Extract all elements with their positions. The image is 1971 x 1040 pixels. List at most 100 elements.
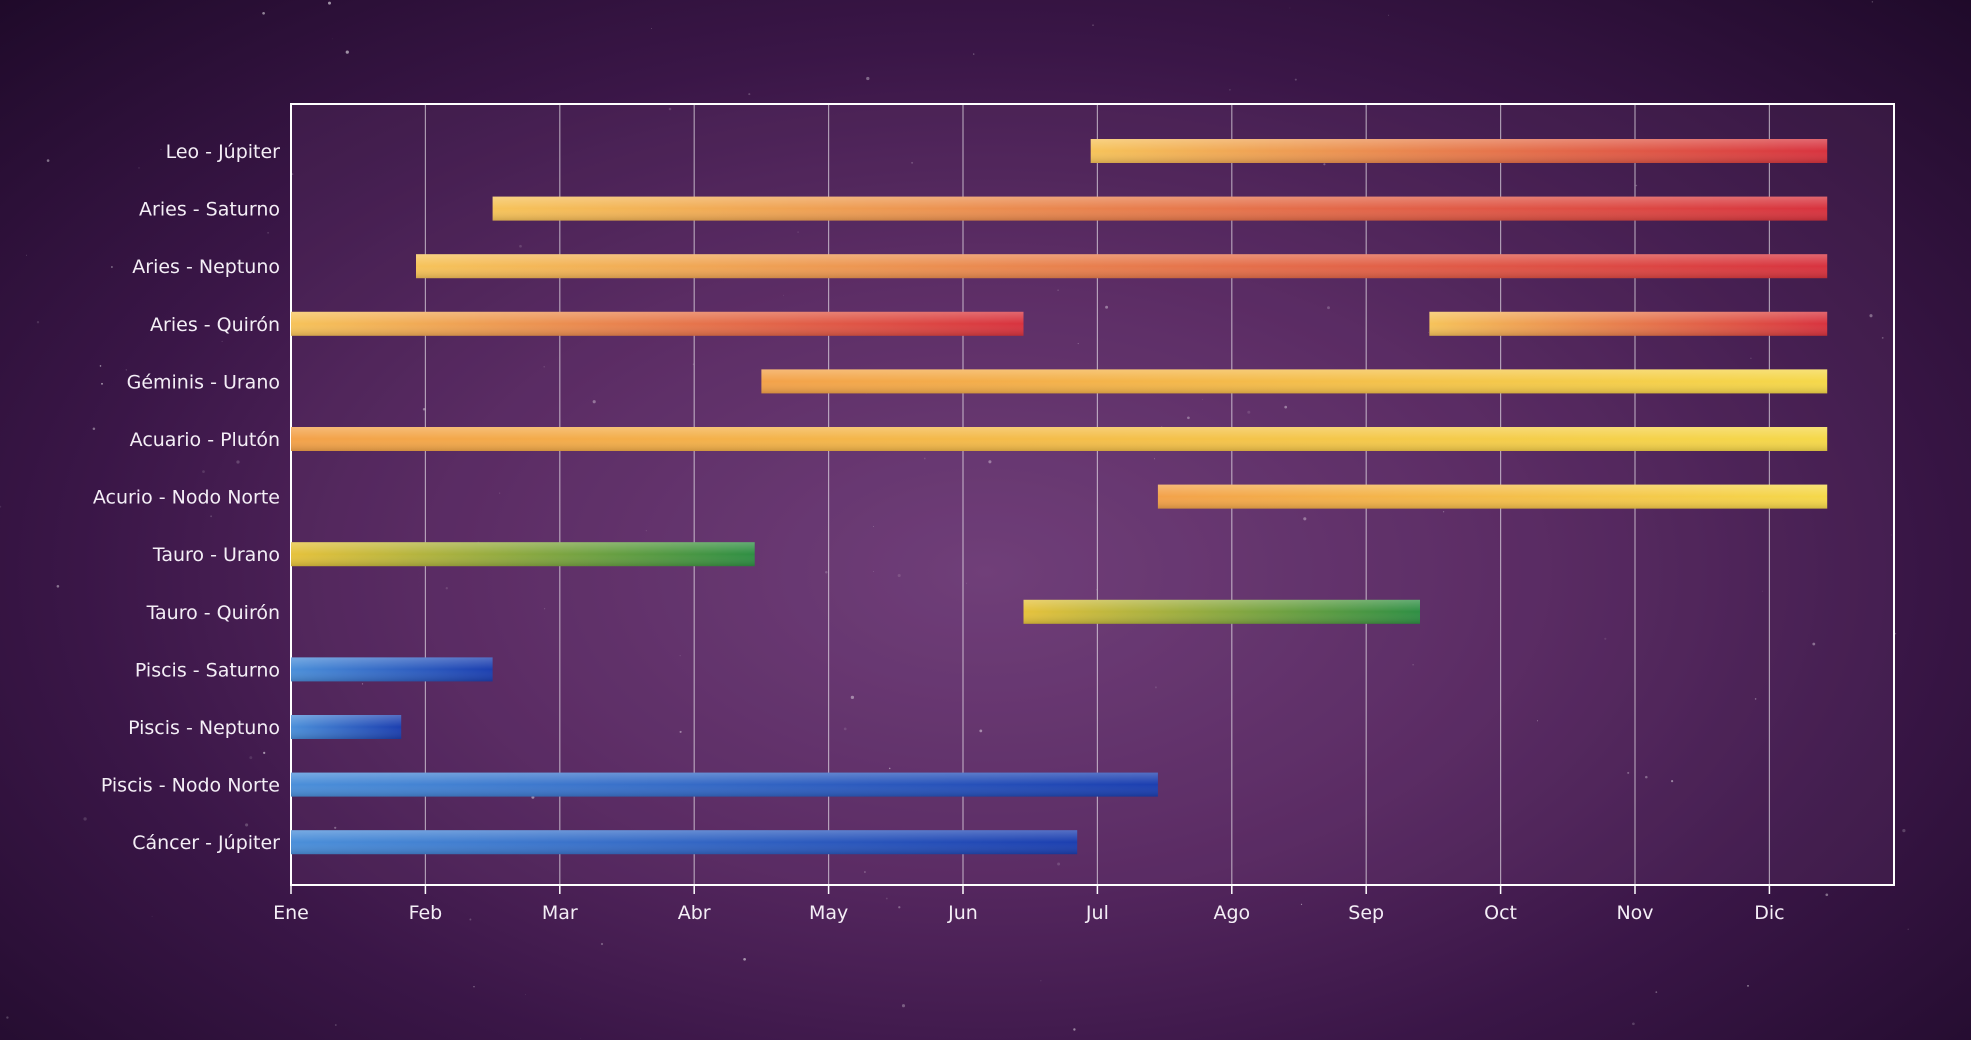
star (210, 515, 212, 518)
star (843, 727, 847, 731)
star (1300, 903, 1303, 906)
star (221, 340, 223, 342)
row-label: Géminis - Urano (127, 371, 280, 393)
star (473, 986, 475, 988)
star (645, 530, 647, 532)
bar-segment-gloss (1157, 484, 1828, 509)
star (1747, 985, 1749, 987)
row-label: Aries - Saturno (139, 199, 280, 221)
star (1073, 1028, 1076, 1031)
star (979, 729, 983, 733)
star (56, 585, 60, 588)
row-label: Piscis - Neptuno (128, 717, 280, 739)
star (783, 294, 784, 296)
star (1284, 405, 1288, 409)
star (361, 683, 364, 685)
star (249, 756, 253, 760)
star (850, 695, 855, 700)
star (898, 906, 901, 909)
star (46, 159, 50, 162)
star (125, 369, 127, 371)
star (600, 942, 604, 946)
star (1604, 637, 1607, 640)
row-label: Piscis - Saturno (135, 659, 280, 681)
x-tick-label-sep: Sep (1348, 902, 1384, 924)
star (1671, 780, 1674, 783)
star (1754, 698, 1757, 700)
star (679, 730, 682, 733)
bar-segment-gloss (291, 830, 1078, 855)
star (888, 767, 891, 770)
x-tick-label-oct: Oct (1484, 902, 1517, 924)
star (1077, 343, 1079, 345)
bar-segment-gloss (492, 196, 1828, 221)
x-tick-label-nov: Nov (1616, 902, 1653, 924)
bar-segment-gloss (1090, 139, 1828, 163)
star (692, 363, 694, 365)
star (1187, 416, 1190, 420)
star (825, 571, 828, 574)
star (1871, 1, 1874, 3)
row-label: Acurio - Nodo Norte (93, 487, 280, 509)
star (988, 460, 992, 464)
star (6, 1016, 9, 1019)
star (748, 93, 751, 96)
star (1154, 458, 1155, 460)
star (445, 587, 448, 590)
star (1761, 590, 1763, 592)
star (973, 53, 975, 55)
bar-segment-gloss (291, 542, 755, 567)
star (679, 655, 681, 657)
row-label: Aries - Neptuno (132, 256, 280, 278)
star (1057, 862, 1061, 866)
row-label: Aries - Quirón (150, 314, 280, 336)
star (1635, 184, 1638, 187)
star (1627, 771, 1630, 774)
star (1294, 78, 1297, 81)
star (36, 321, 40, 324)
star (863, 871, 866, 873)
star (873, 571, 874, 572)
star (160, 149, 162, 151)
star (83, 817, 87, 821)
grid-lines (424, 104, 1771, 885)
star (334, 826, 337, 829)
star (1327, 306, 1330, 310)
star (885, 897, 888, 900)
star (1057, 289, 1059, 291)
star (263, 751, 266, 755)
star (1750, 357, 1752, 359)
row-label: Piscis - Nodo Norte (101, 775, 280, 797)
star (1202, 399, 1204, 401)
star (1645, 775, 1648, 779)
x-tick-label-mar: Mar (542, 902, 578, 924)
star (291, 173, 294, 175)
star (334, 1024, 337, 1026)
star (651, 28, 652, 29)
star (1323, 163, 1326, 166)
y-axis-labels: Leo - Júpiter Aries - Saturno Aries - Nept… (93, 141, 280, 854)
star (1825, 893, 1829, 897)
star (1388, 14, 1390, 16)
star (1154, 686, 1157, 689)
star (1655, 991, 1658, 993)
star (797, 231, 799, 233)
star (873, 526, 875, 528)
star (422, 408, 426, 411)
star (332, 38, 333, 40)
star (202, 470, 205, 473)
star (1040, 980, 1042, 982)
x-tick-label-dic: Dic (1754, 902, 1784, 924)
star (901, 1004, 906, 1008)
x-tick-label-jun: Jun (947, 902, 978, 924)
star (1105, 305, 1109, 309)
star (328, 1, 331, 5)
star (267, 231, 270, 234)
x-axis: Ene Feb Mar Abr May Jun Jul Ago Sep Oct Nov Dic (273, 885, 1785, 924)
star (99, 365, 102, 367)
star (101, 382, 103, 385)
bar-segment-gloss (761, 369, 1828, 394)
x-tick-label-jul: Jul (1085, 902, 1109, 924)
star (743, 957, 746, 961)
star (92, 427, 96, 431)
